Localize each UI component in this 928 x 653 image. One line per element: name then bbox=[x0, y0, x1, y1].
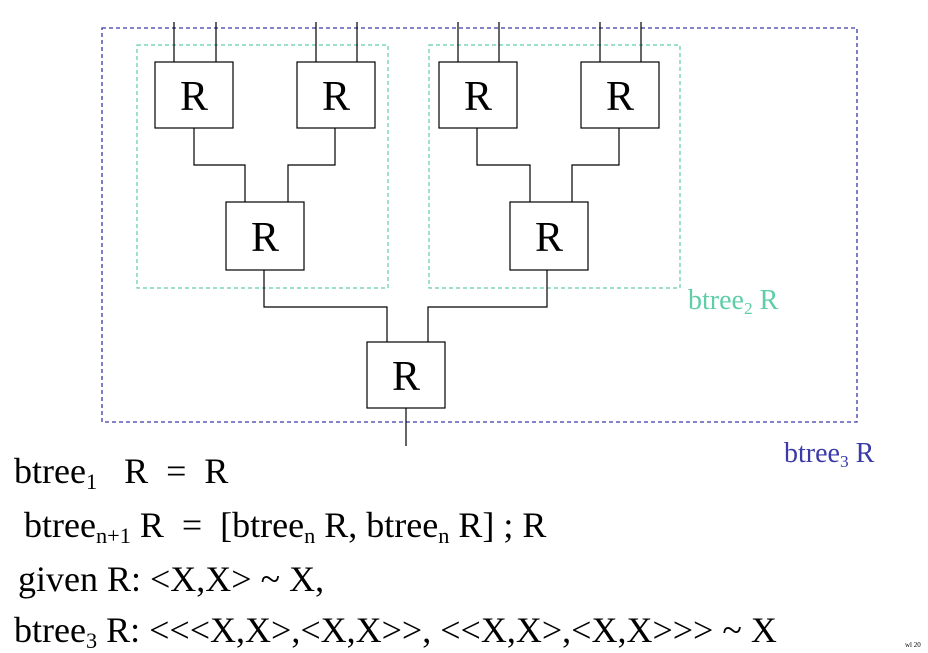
equation-subscript: 3 bbox=[85, 628, 98, 653]
btree3-label: btree3 R bbox=[784, 438, 875, 471]
btree2-label: btree2 R bbox=[688, 285, 779, 318]
equation-text: btree bbox=[14, 610, 86, 650]
equation-text: given R: <X,X> ~ X, bbox=[18, 559, 325, 599]
r-node-label: R bbox=[535, 215, 563, 261]
equation-btree-1: btree1 R = R bbox=[14, 451, 229, 493]
r-node-leaf-1: R bbox=[154, 61, 234, 129]
r-node-label: R bbox=[322, 74, 350, 120]
r-node-label: R bbox=[180, 74, 208, 120]
equation-btree-n-plus-1: btreen+1 R = [btreen R, btreen R] ; R bbox=[24, 505, 547, 547]
r-node-leaf-4: R bbox=[580, 61, 660, 129]
input-wires bbox=[173, 22, 642, 62]
equation-text: R] ; R bbox=[449, 505, 547, 545]
r-node-label: R bbox=[251, 215, 279, 261]
btree2-label-base: btree bbox=[688, 285, 744, 316]
r-node-leaf-3: R bbox=[438, 61, 518, 129]
btree3-boundary bbox=[101, 27, 858, 423]
btree3-label-rest: R bbox=[848, 438, 875, 469]
r-node-root: R bbox=[366, 341, 446, 409]
equation-given-r: given R: <X,X> ~ X, bbox=[18, 561, 324, 597]
r-node-label: R bbox=[606, 74, 634, 120]
equation-text: R = R bbox=[97, 451, 229, 491]
corner-note: wl 20 bbox=[905, 641, 921, 649]
equation-text: R = [btree bbox=[130, 505, 305, 545]
r-node-leaf-2: R bbox=[296, 61, 376, 129]
btree-diagram: R R R R R R R bbox=[101, 22, 858, 446]
tree-wires bbox=[193, 128, 620, 446]
btree3-label-sub: 3 bbox=[839, 451, 849, 471]
btree2-boundary-right bbox=[428, 44, 681, 289]
r-node-mid-left: R bbox=[225, 201, 305, 271]
btree3-label-base: btree bbox=[784, 438, 840, 469]
btree2-boundary-left bbox=[136, 44, 389, 289]
equation-text: btree bbox=[14, 451, 86, 491]
equation-subscript: n+1 bbox=[95, 523, 131, 549]
equation-text: R, btree bbox=[315, 505, 439, 545]
equation-subscript: n bbox=[438, 523, 450, 549]
equation-text: btree bbox=[24, 505, 96, 545]
btree2-label-sub: 2 bbox=[743, 298, 753, 318]
equation-subscript: n bbox=[304, 523, 316, 549]
r-node-label: R bbox=[464, 74, 492, 120]
btree2-label-rest: R bbox=[752, 285, 779, 316]
equation-subscript: 1 bbox=[85, 469, 98, 495]
equation-text: R: <<<X,X>,<X,X>>, <<X,X>,<X,X>>> ~ X bbox=[97, 610, 777, 650]
equation-btree-3-type: btree3 R: <<<X,X>,<X,X>>, <<X,X>,<X,X>>>… bbox=[14, 610, 777, 652]
r-node-mid-right: R bbox=[509, 201, 589, 271]
r-node-label: R bbox=[392, 354, 420, 400]
